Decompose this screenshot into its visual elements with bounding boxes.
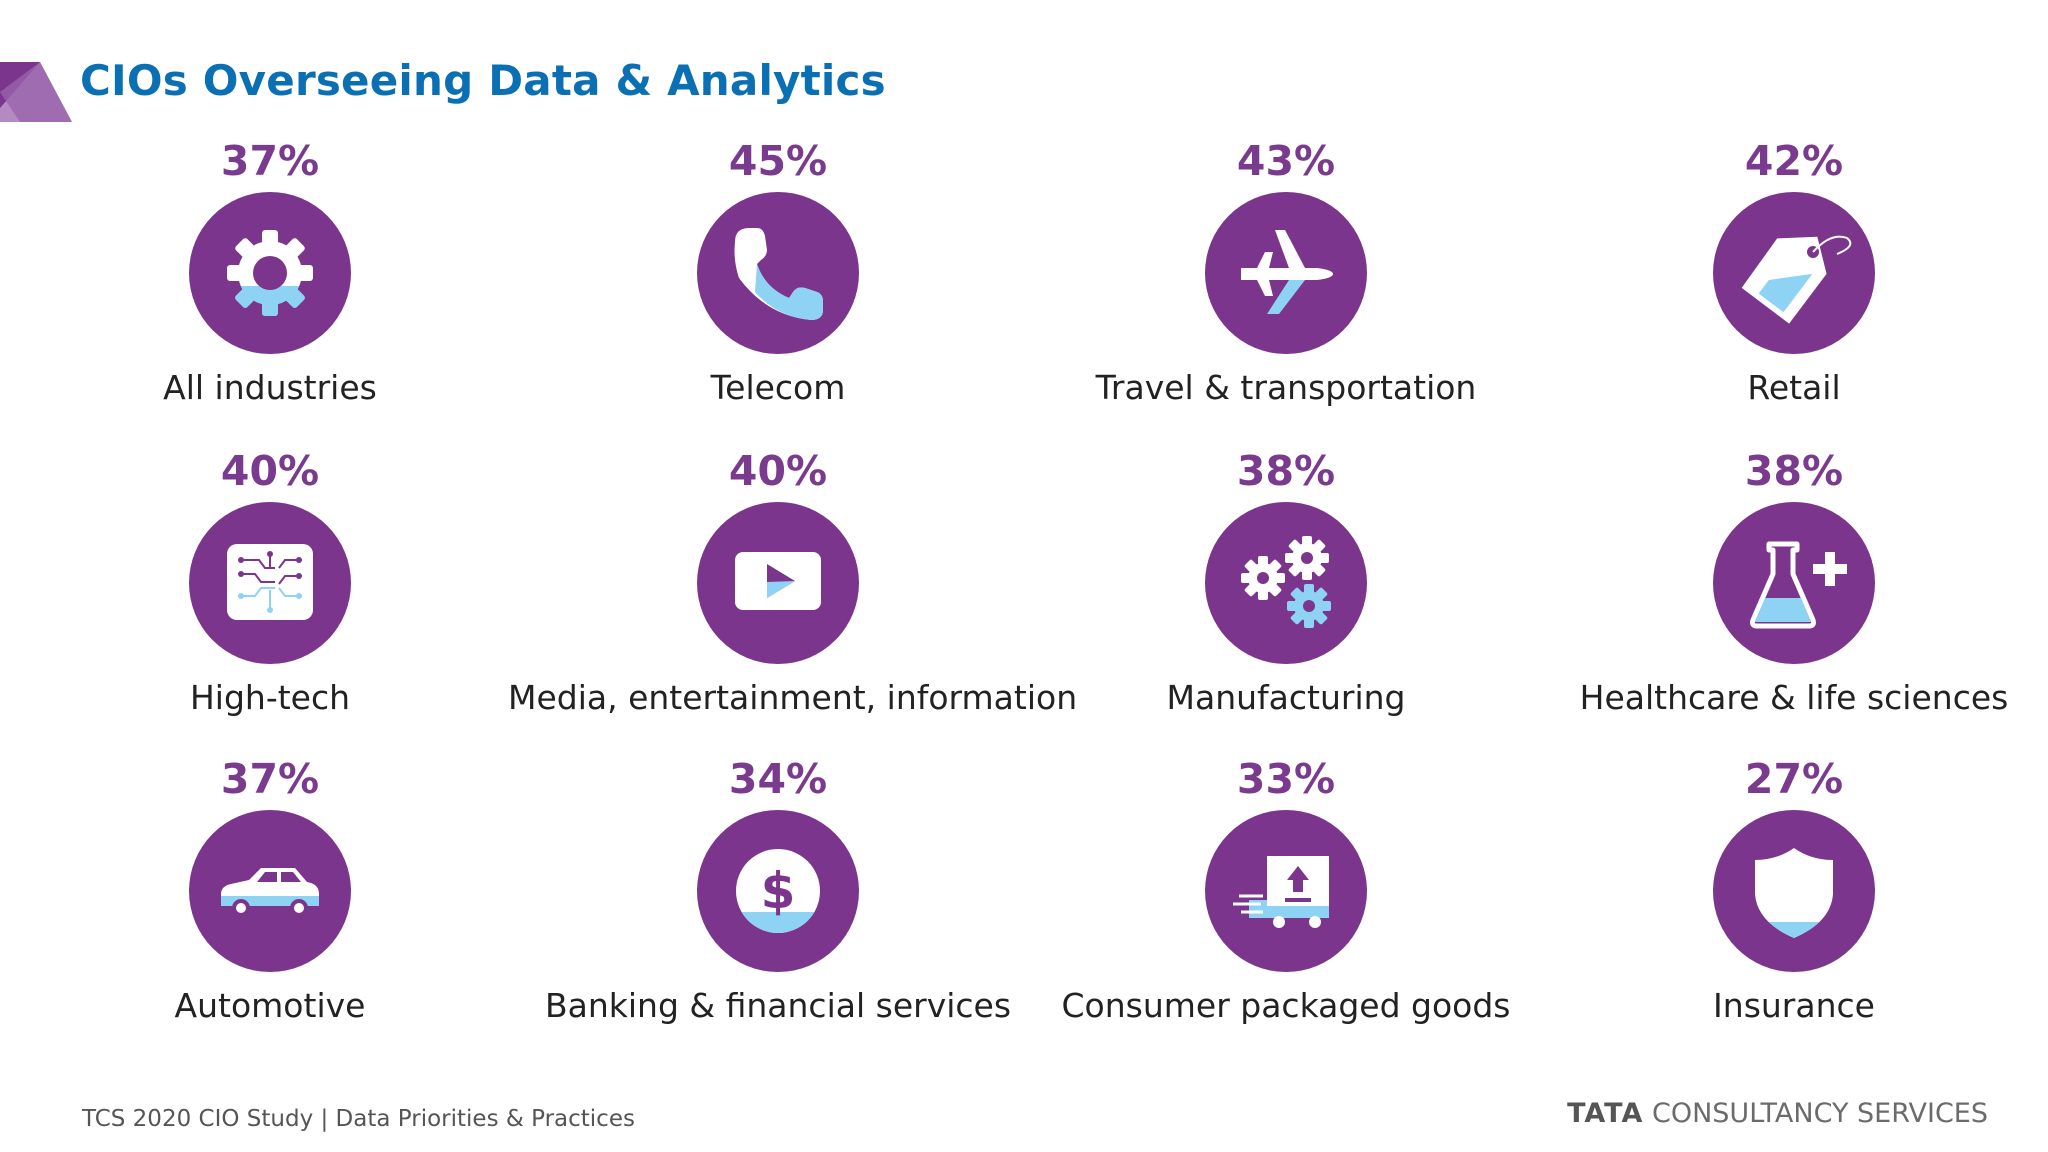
gears-icon [1205,502,1367,664]
percent-value: 38% [1236,447,1336,495]
percent-value: 38% [1744,447,1844,495]
industry-label: Automotive [174,986,366,1025]
video-play-icon [697,502,859,664]
delivery-truck-icon [1205,810,1367,972]
industry-label: Telecom [710,368,846,407]
percent-value: 43% [1236,137,1336,185]
brand-rest: CONSULTANCY SERVICES [1643,1098,1988,1129]
industry-label: Travel & transportation [1095,368,1477,407]
footer-brand-logo: TATA CONSULTANCY SERVICES [1567,1098,1988,1129]
phone-icon [697,192,859,354]
brand-bold: TATA [1567,1098,1644,1129]
page-title: CIOs Overseeing Data & Analytics [80,56,886,105]
industry-label: Manufacturing [1166,678,1406,717]
percent-value: 34% [728,755,828,803]
flask-plus-icon [1713,502,1875,664]
airplane-icon [1205,192,1367,354]
percent-value: 37% [220,755,320,803]
percent-value: 45% [728,137,828,185]
percent-value: 40% [728,447,828,495]
percent-value: 27% [1744,755,1844,803]
percent-value: 40% [220,447,320,495]
corner-decoration [0,62,72,122]
industry-label: All industries [163,368,377,407]
industry-label: High-tech [189,678,351,717]
car-icon [189,810,351,972]
footer-source: TCS 2020 CIO Study | Data Priorities & P… [82,1106,635,1132]
industry-label: Insurance [1713,986,1875,1025]
gear-icon [189,192,351,354]
shield-icon [1713,810,1875,972]
percent-value: 42% [1744,137,1844,185]
percent-value: 33% [1236,755,1336,803]
industry-label: Consumer packaged goods [1061,986,1511,1025]
industry-label: Banking & financial services [544,986,1012,1025]
percent-value: 37% [220,137,320,185]
industry-label: Retail [1747,368,1841,407]
industry-label: Healthcare & life sciences [1579,678,2009,717]
svg-text:$: $ [761,862,796,920]
price-tag-icon [1713,192,1875,354]
industry-label: Media, entertainment, information [508,678,1078,717]
dollar-coin-icon: $ [697,810,859,972]
circuit-chip-icon [189,502,351,664]
